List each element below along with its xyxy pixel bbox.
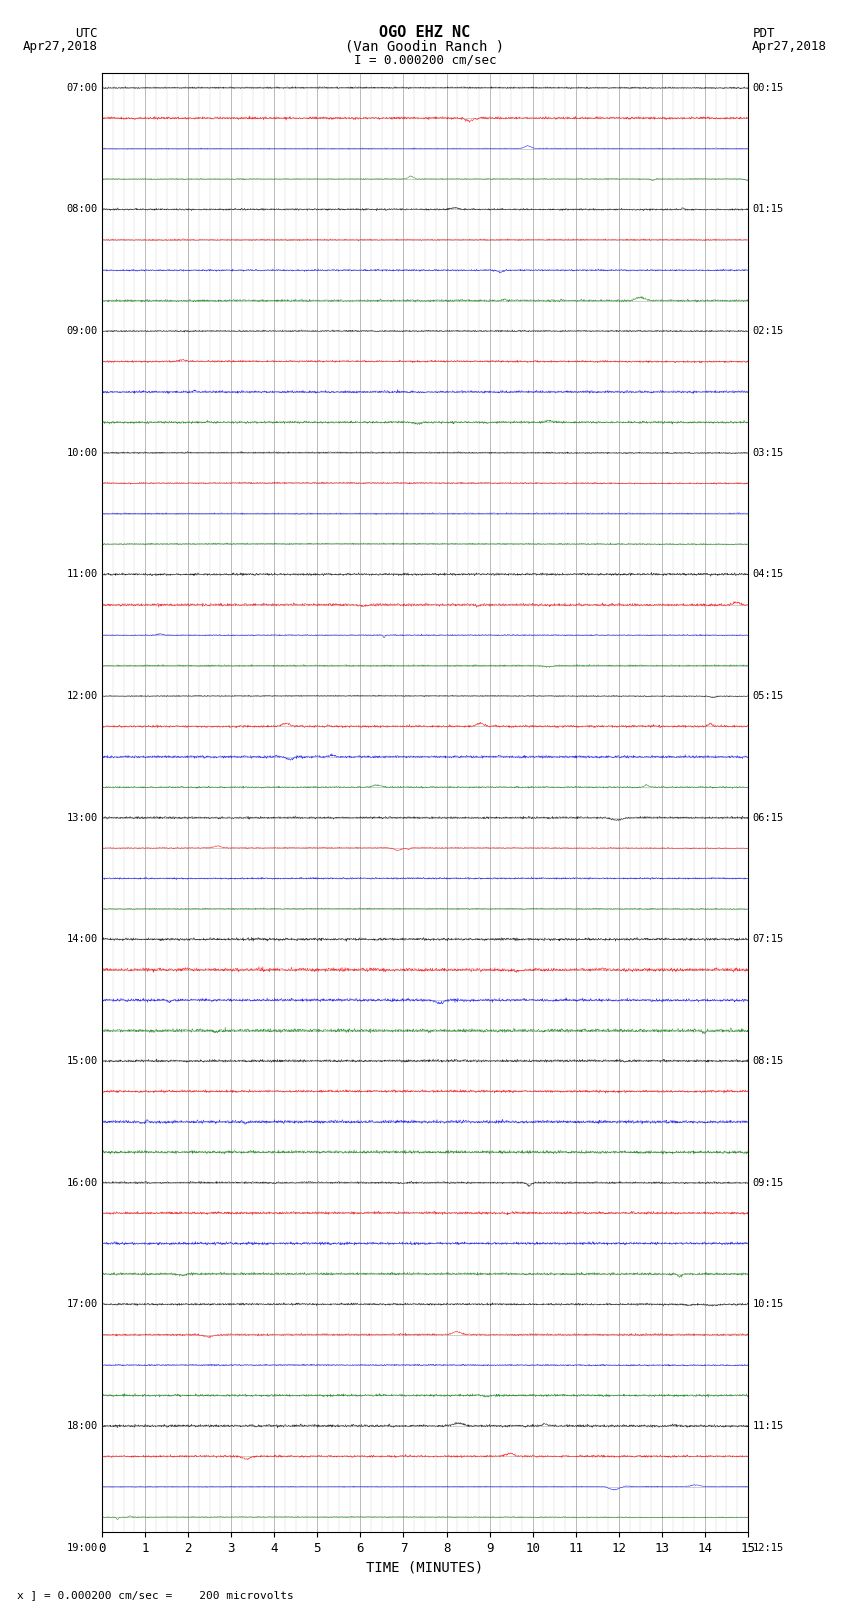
Text: 08:00: 08:00 — [66, 205, 98, 215]
Text: 11:00: 11:00 — [66, 569, 98, 579]
Text: 16:00: 16:00 — [66, 1177, 98, 1187]
Text: 15:00: 15:00 — [66, 1057, 98, 1066]
Text: 13:00: 13:00 — [66, 813, 98, 823]
Text: OGO EHZ NC: OGO EHZ NC — [379, 26, 471, 40]
Text: 09:00: 09:00 — [66, 326, 98, 336]
Text: 10:00: 10:00 — [66, 448, 98, 458]
Text: I = 0.000200 cm/sec: I = 0.000200 cm/sec — [354, 53, 496, 66]
Text: 12:00: 12:00 — [66, 690, 98, 702]
Text: (Van Goodin Ranch ): (Van Goodin Ranch ) — [345, 39, 505, 53]
Text: 06:15: 06:15 — [752, 813, 784, 823]
Text: PDT: PDT — [752, 27, 774, 40]
Text: 00:15: 00:15 — [752, 82, 784, 94]
Text: 09:15: 09:15 — [752, 1177, 784, 1187]
X-axis label: TIME (MINUTES): TIME (MINUTES) — [366, 1561, 484, 1574]
Text: 08:15: 08:15 — [752, 1057, 784, 1066]
Text: x ] = 0.000200 cm/sec =    200 microvolts: x ] = 0.000200 cm/sec = 200 microvolts — [17, 1590, 294, 1600]
Text: 12:15: 12:15 — [752, 1542, 784, 1553]
Text: 11:15: 11:15 — [752, 1421, 784, 1431]
Text: 14:00: 14:00 — [66, 934, 98, 944]
Text: 19:00: 19:00 — [66, 1542, 98, 1553]
Text: Apr27,2018: Apr27,2018 — [752, 40, 827, 53]
Text: 07:00: 07:00 — [66, 82, 98, 94]
Text: Apr27,2018: Apr27,2018 — [23, 40, 98, 53]
Text: UTC: UTC — [76, 27, 98, 40]
Text: 10:15: 10:15 — [752, 1298, 784, 1310]
Text: 02:15: 02:15 — [752, 326, 784, 336]
Text: 01:15: 01:15 — [752, 205, 784, 215]
Text: 07:15: 07:15 — [752, 934, 784, 944]
Text: 05:15: 05:15 — [752, 690, 784, 702]
Text: 04:15: 04:15 — [752, 569, 784, 579]
Text: 03:15: 03:15 — [752, 448, 784, 458]
Text: 18:00: 18:00 — [66, 1421, 98, 1431]
Text: 17:00: 17:00 — [66, 1298, 98, 1310]
